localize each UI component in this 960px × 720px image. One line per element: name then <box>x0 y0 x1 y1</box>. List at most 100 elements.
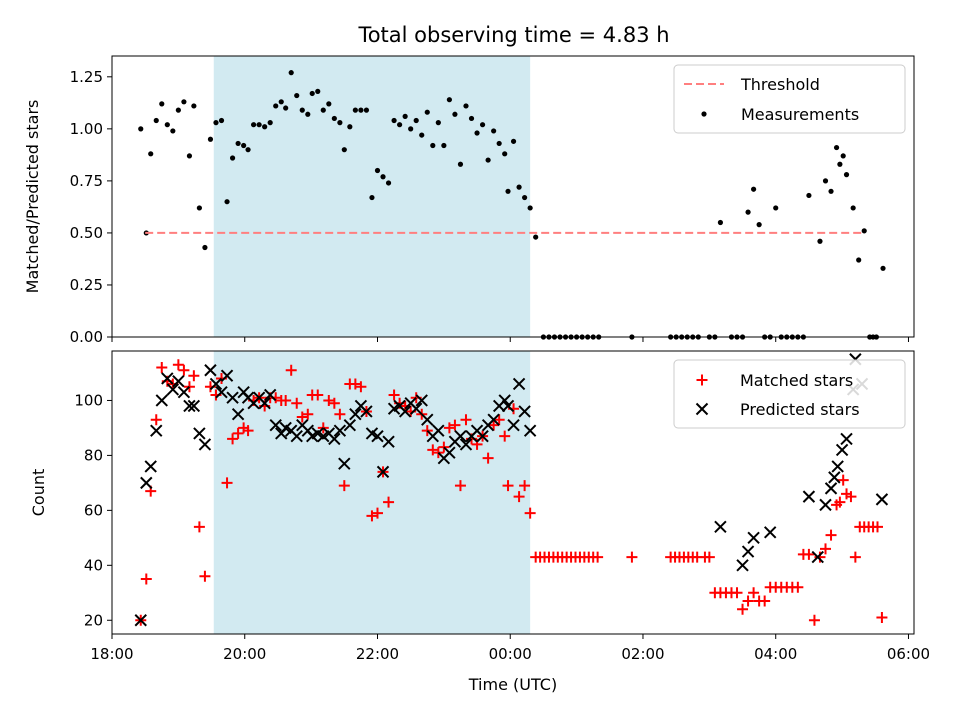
measurement-point <box>745 209 751 215</box>
matched-star-marker <box>460 414 472 426</box>
measurement-point <box>756 222 762 228</box>
top-legend: Threshold Measurements <box>673 64 906 134</box>
measurement-point <box>341 147 347 153</box>
predicted-star-marker <box>226 391 239 404</box>
predicted-star-marker <box>763 526 777 539</box>
predicted-star-marker <box>371 429 384 443</box>
matched-star-marker <box>296 411 308 423</box>
measurement-point <box>331 115 337 122</box>
matched-star-marker <box>140 573 152 585</box>
matched-star-marker <box>845 491 857 503</box>
measurement-point <box>262 124 268 130</box>
predicted-star-marker <box>172 375 185 388</box>
matched-star-marker <box>421 425 433 437</box>
measurement-point <box>413 117 419 124</box>
predicted-star-marker <box>443 446 456 459</box>
predicted-star-marker <box>382 435 395 448</box>
matched-star-marker <box>388 389 400 401</box>
matched-star-marker <box>323 394 335 406</box>
measurement-point <box>479 122 486 128</box>
measurement-point <box>315 88 321 94</box>
measurement-point <box>320 107 326 113</box>
predicted-star-marker <box>144 460 157 473</box>
matched-star-marker <box>849 551 861 563</box>
measurement-point <box>806 192 812 199</box>
top-x-ticks <box>111 337 909 342</box>
matched-star-marker <box>759 595 771 607</box>
measurement-point <box>419 132 425 138</box>
matched-star-marker <box>242 425 254 437</box>
matched-star-marker <box>837 474 849 486</box>
predicted-star-marker <box>258 396 271 410</box>
predicted-star-marker <box>231 407 245 421</box>
predicted-star-marker <box>155 394 168 407</box>
measurement-point <box>843 172 850 178</box>
measurement-point <box>235 140 241 147</box>
matched-star-marker <box>338 480 350 492</box>
predicted-star-marker <box>134 614 147 627</box>
matched-star-marker <box>188 370 200 382</box>
measurement-point <box>385 180 392 186</box>
measurement-point <box>347 124 353 130</box>
matched-star-marker <box>291 397 303 409</box>
measurement-point <box>856 257 862 263</box>
predicted-star-marker <box>360 405 373 418</box>
matched-star-marker <box>482 452 494 464</box>
matched-star-marker <box>626 551 638 563</box>
predicted-star-marker <box>415 394 428 407</box>
x-tick-label: 20:00 <box>223 645 266 663</box>
measurement-point <box>502 151 508 157</box>
bottom-y-tick-label: 40 <box>84 556 103 574</box>
measurement-point <box>452 111 458 117</box>
predicted-star-marker <box>518 405 531 418</box>
legend-matched-label: Matched stars <box>740 371 853 390</box>
matched-star-marker <box>349 378 361 390</box>
measurement-point <box>278 99 284 105</box>
matched-star-marker <box>737 603 749 615</box>
bottom-axes-frame <box>111 350 915 635</box>
predicted-star-marker <box>290 429 303 443</box>
top-measurement-points <box>138 70 886 340</box>
measurement-point <box>299 107 305 113</box>
x-tick-label: 18:00 <box>90 645 133 663</box>
predicted-star-marker <box>476 429 489 443</box>
measurement-point <box>288 70 294 76</box>
predicted-star-marker <box>398 405 412 418</box>
predicted-star-marker <box>140 476 153 490</box>
matched-star-marker <box>592 551 604 563</box>
measurement-point <box>294 92 300 99</box>
matched-star-marker <box>317 422 329 434</box>
measurement-point <box>305 111 311 117</box>
matched-star-marker <box>820 543 832 555</box>
predicted-star-marker <box>209 377 223 391</box>
top-y-tick-label: 0.75 <box>70 172 103 190</box>
predicted-star-marker <box>333 424 347 437</box>
predicted-star-marker <box>811 550 824 564</box>
bottom-y-ticks: 20 40 60 80 100 <box>74 391 112 629</box>
measurement-point <box>496 140 502 147</box>
predicted-star-marker <box>498 394 511 407</box>
predicted-star-marker <box>349 407 362 421</box>
matched-star-marker <box>285 364 297 376</box>
matched-star-marker <box>792 581 804 593</box>
predicted-star-marker <box>161 372 174 385</box>
predicted-star-marker <box>338 457 351 470</box>
chart-title: Total observing time = 4.83 h <box>357 23 669 47</box>
predicted-star-marker <box>512 377 526 391</box>
measurement-point <box>474 130 480 136</box>
predicted-star-marker <box>875 493 889 506</box>
matched-star-marker <box>502 480 514 492</box>
measurement-point <box>241 142 247 149</box>
predicted-star-marker <box>177 386 191 399</box>
x-tick-label: 00:00 <box>489 645 532 663</box>
predicted-star-marker <box>166 383 180 396</box>
measurement-point <box>822 178 829 184</box>
legend-predicted-swatch <box>695 402 709 416</box>
matched-star-marker <box>519 480 531 492</box>
predicted-star-marker <box>328 432 341 446</box>
measurement-point <box>256 122 262 128</box>
measurement-point <box>828 188 834 194</box>
measurement-point <box>773 205 779 211</box>
measurement-point <box>850 205 856 211</box>
